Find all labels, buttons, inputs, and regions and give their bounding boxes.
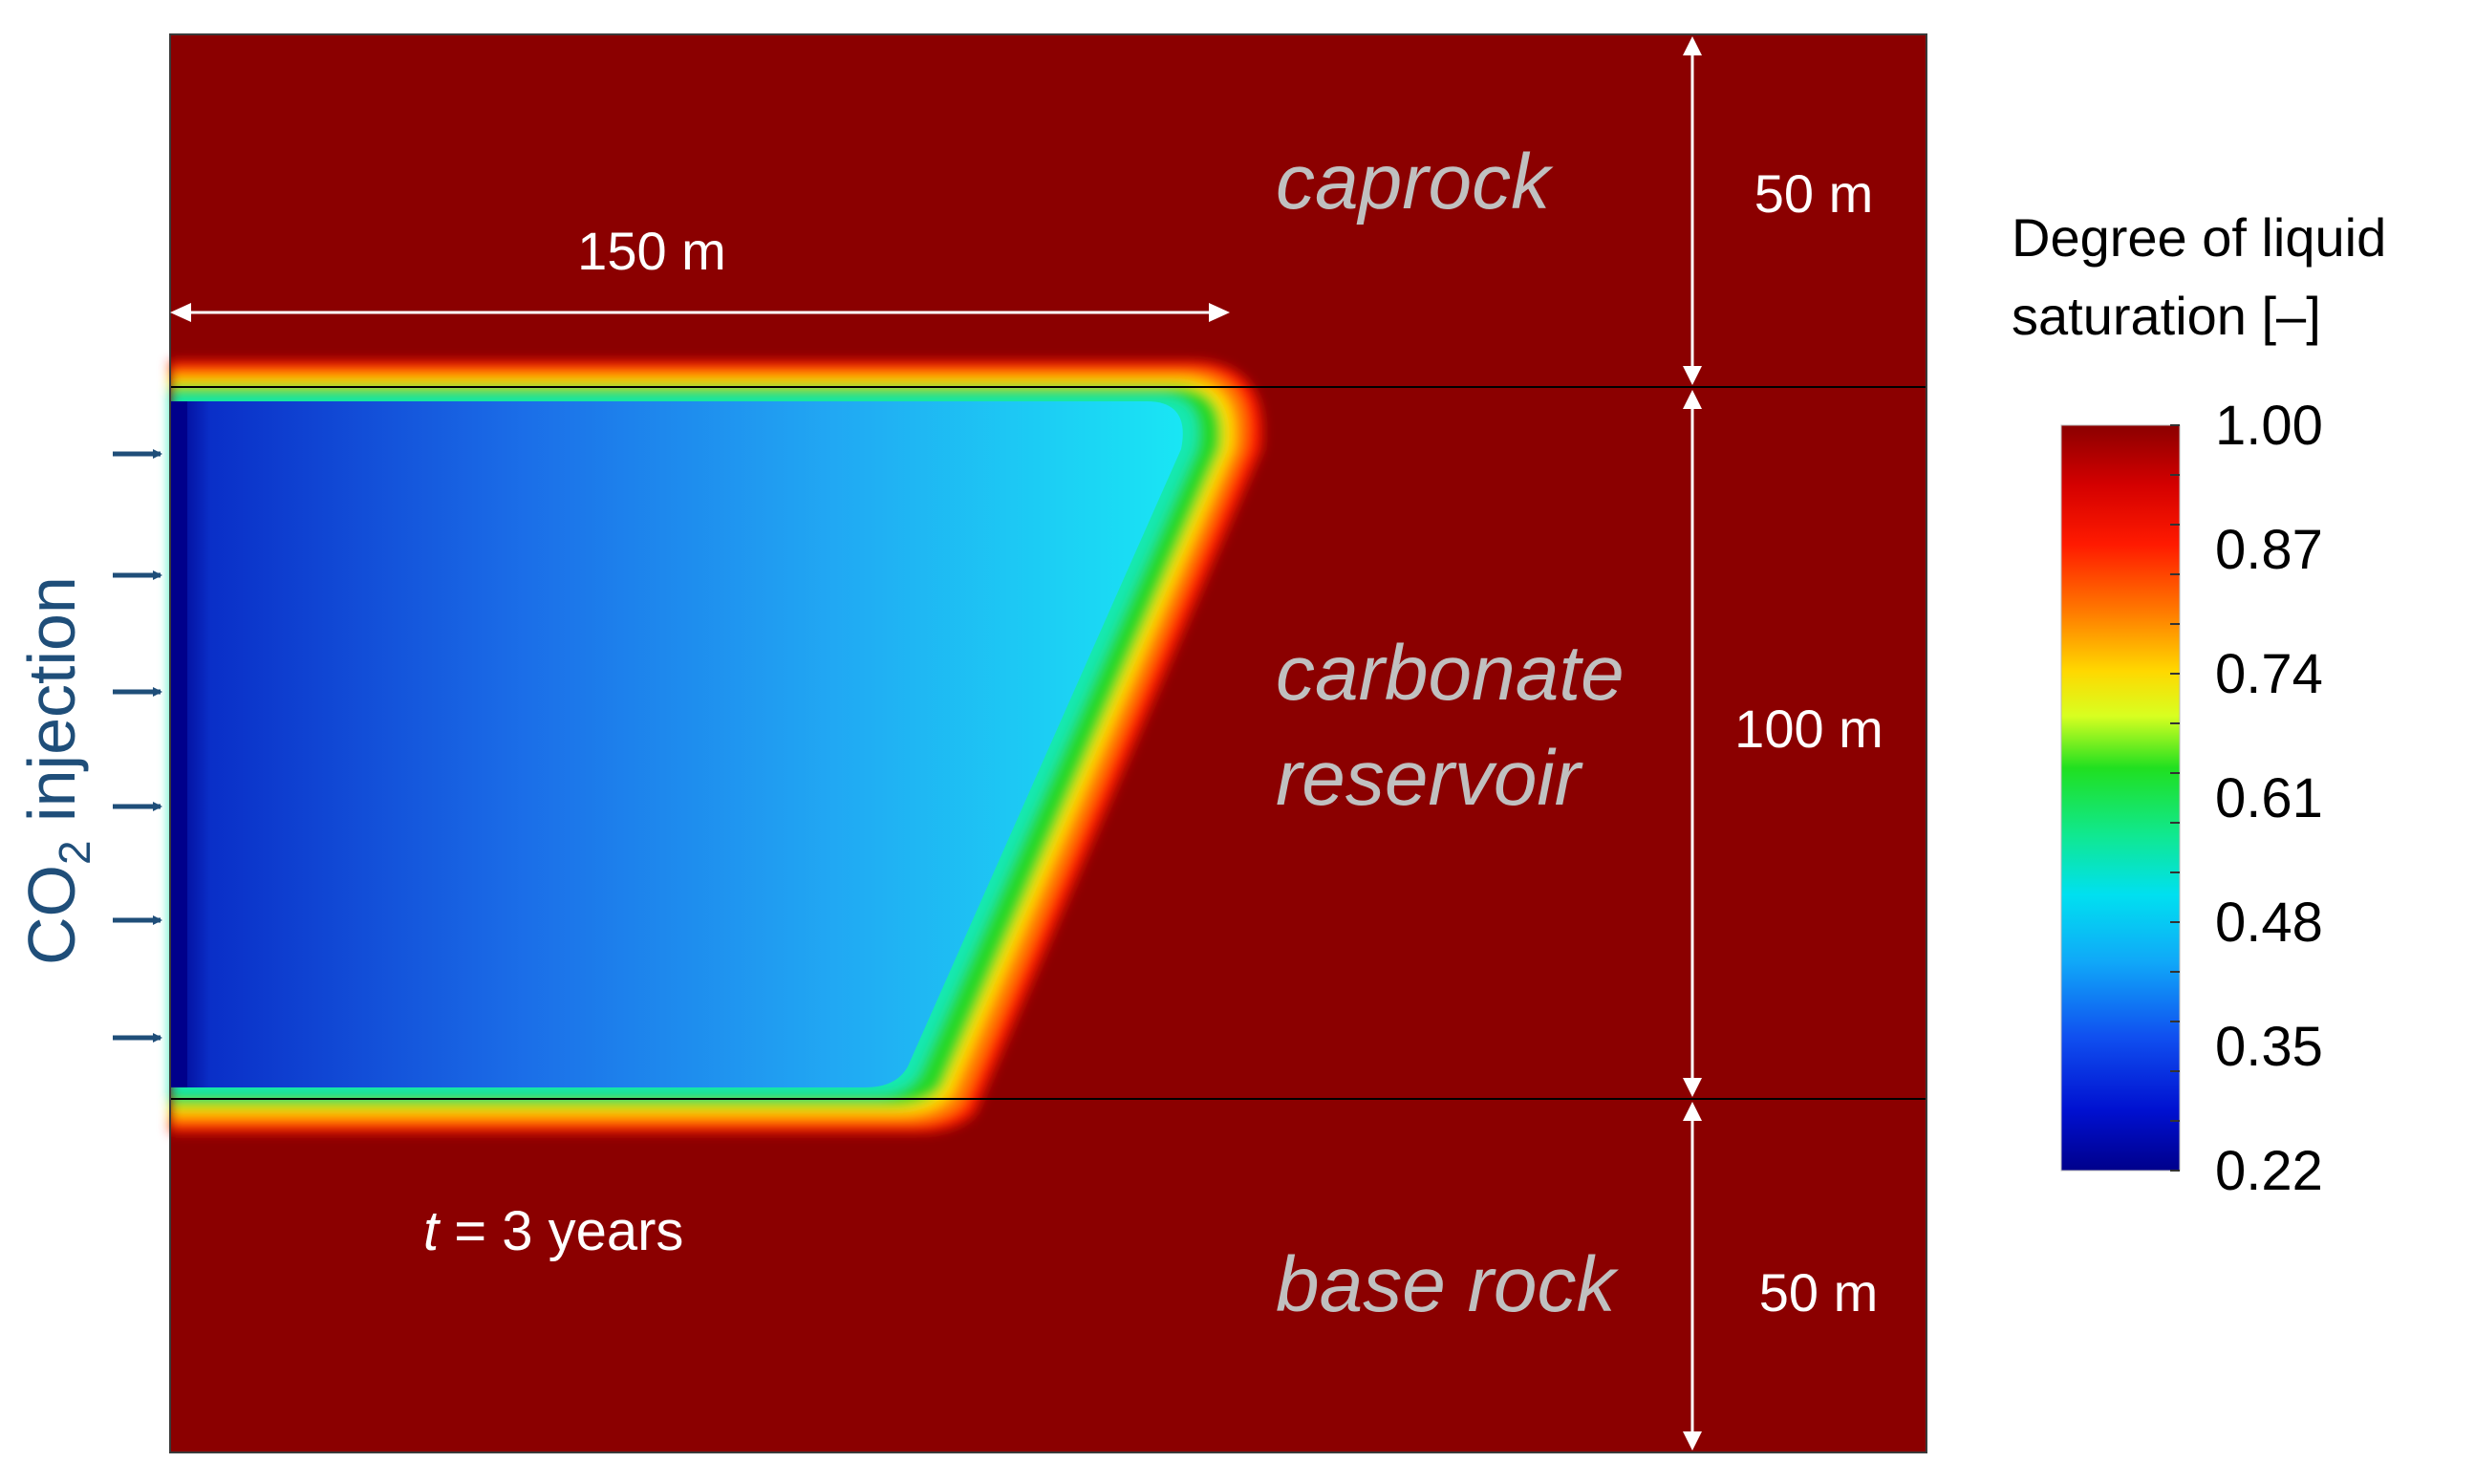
horizontal-dimension-label: 150 m <box>577 221 726 281</box>
time-variable: t <box>423 1200 441 1262</box>
colorbar-tick-label: 0.74 <box>2215 643 2323 705</box>
time-label: t = 3 years <box>423 1200 683 1262</box>
colorbar <box>2060 424 2181 1172</box>
reservoir-label-line1: carbonate <box>1276 630 1625 717</box>
base-rock-label: base rock <box>1276 1241 1620 1328</box>
plume-core <box>170 401 1183 1087</box>
injection-boundary <box>170 401 187 1087</box>
time-value: = 3 years <box>439 1200 683 1262</box>
injection-label: CO2 injection <box>14 576 99 965</box>
colorbar-tick-label: 0.35 <box>2215 1016 2323 1078</box>
colorbar-tick-label: 0.87 <box>2215 519 2323 581</box>
colorbar-ticks: 1.00 0.87 0.74 0.61 0.48 0.35 0.22 <box>2170 395 2323 1202</box>
vertical-dimension-arrows <box>1683 36 1702 1451</box>
colorbar-tick-label: 0.61 <box>2215 767 2323 829</box>
caprock-label: caprock <box>1276 139 1554 226</box>
colorbar-tick-label: 1.00 <box>2215 395 2323 457</box>
colorbar-title-line2: saturation [–] <box>2012 286 2321 346</box>
injection-arrows <box>113 449 162 1043</box>
injection-label-prefix: CO <box>14 865 89 965</box>
base-thickness-label: 50 m <box>1759 1262 1879 1323</box>
injection-label-subscript: 2 <box>50 840 99 865</box>
colorbar-tick-label: 0.48 <box>2215 892 2323 954</box>
caprock-thickness-label: 50 m <box>1754 163 1874 224</box>
reservoir-label-line2: reservoir <box>1276 735 1584 822</box>
domain-border <box>169 33 1927 1453</box>
reservoir-thickness-label: 100 m <box>1734 699 1883 759</box>
colorbar-tick-label: 0.22 <box>2215 1140 2323 1202</box>
injection-label-suffix: injection <box>14 576 89 840</box>
colorbar-title-line1: Degree of liquid <box>2012 207 2386 268</box>
horizontal-dimension <box>170 303 1230 322</box>
